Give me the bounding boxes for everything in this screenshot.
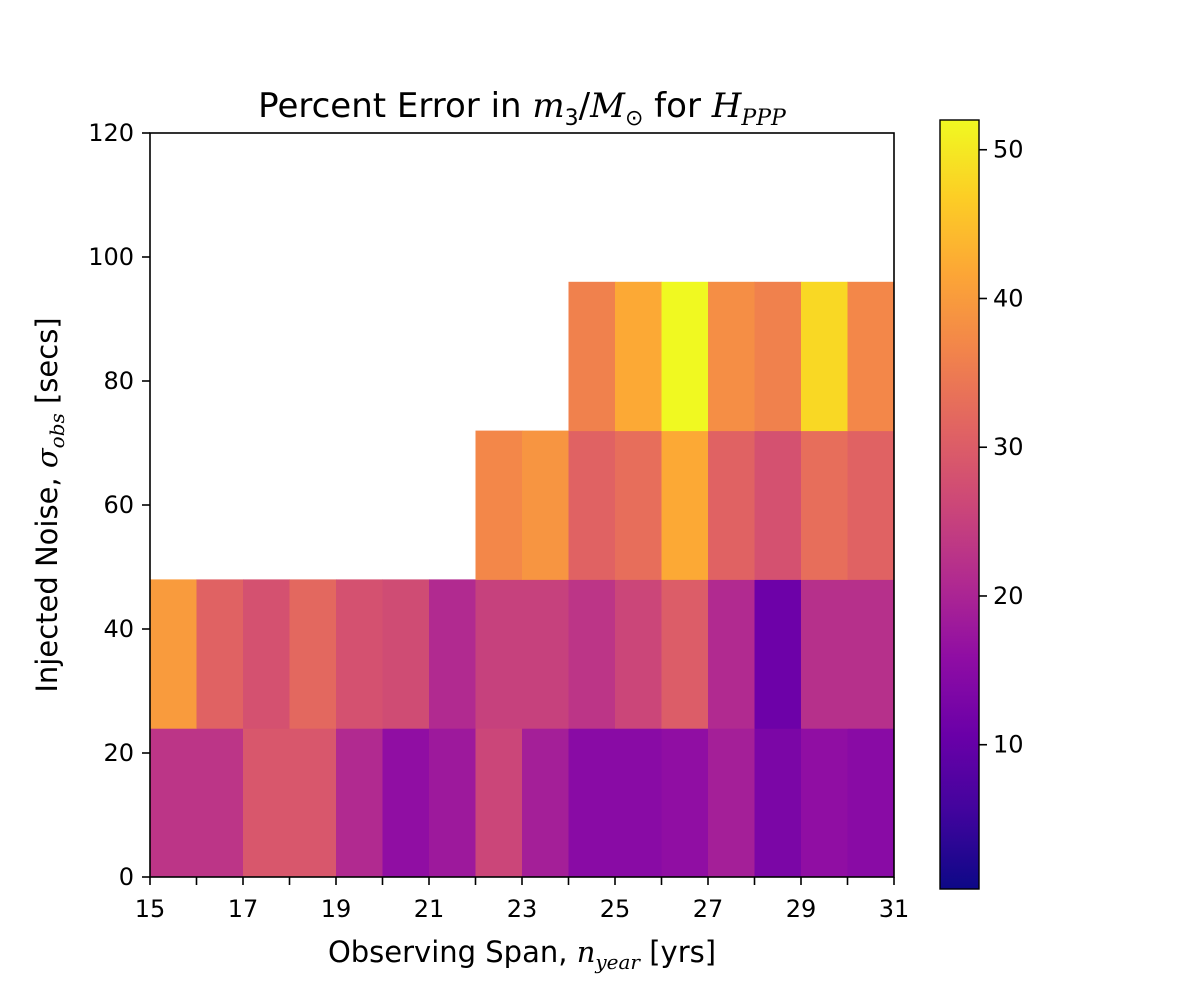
heatmap-cell (522, 430, 569, 580)
heatmap-cell (847, 281, 895, 432)
heatmap-cell (336, 579, 383, 729)
heatmap-cell (243, 728, 290, 878)
heatmap-cell (661, 430, 709, 580)
colorbar-tick-label: 10 (993, 731, 1024, 759)
heatmap-cell (754, 281, 802, 432)
colorbar-tick-label: 50 (993, 136, 1024, 164)
colorbar-tick-label: 30 (993, 433, 1024, 461)
heatmap-cell (708, 579, 755, 729)
heatmap-cell (615, 728, 662, 878)
heatmap-cell (568, 579, 616, 729)
heatmap-cell (754, 430, 802, 580)
heatmap-cell (568, 281, 616, 432)
colorbar-tick-label: 40 (993, 284, 1024, 312)
y-tick-label: 20 (103, 739, 134, 767)
heatmap-cell (382, 728, 430, 878)
x-tick-label: 27 (693, 895, 724, 923)
x-tick-label: 19 (321, 895, 352, 923)
heatmap-cell (708, 728, 755, 878)
heatmap-cell (661, 281, 709, 432)
heatmap-cell (615, 579, 662, 729)
heatmap-cell (336, 728, 383, 878)
colorbar (939, 119, 980, 890)
heatmap-cell (847, 430, 895, 580)
x-tick-label: 15 (135, 895, 166, 923)
heatmap-cell (429, 728, 476, 878)
heatmap-cell (243, 579, 290, 729)
x-axis-label: Observing Span, nyear [yrs] (328, 935, 716, 974)
heatmap-cell (801, 430, 848, 580)
x-tick-label: 17 (228, 895, 259, 923)
heatmap-cell (522, 728, 569, 878)
heatmap-cell (475, 728, 523, 878)
heatmap-cell (615, 430, 662, 580)
heatmap-cell (801, 728, 848, 878)
x-tick-label: 29 (786, 895, 817, 923)
y-tick-label: 120 (88, 119, 134, 147)
heatmap-cell (754, 728, 802, 878)
x-tick-label: 23 (507, 895, 538, 923)
x-tick-label: 25 (600, 895, 631, 923)
y-axis-label: Injected Noise, σobs [secs] (30, 317, 69, 692)
colorbar-tick-label: 20 (993, 582, 1024, 610)
y-tick-label: 80 (103, 367, 134, 395)
heatmap-cell (475, 430, 523, 580)
y-tick-label: 100 (88, 243, 134, 271)
heatmap-cell (289, 579, 337, 729)
x-tick-label: 31 (879, 895, 910, 923)
heatmap-cell (150, 579, 197, 729)
heatmap-cell (150, 728, 197, 878)
heatmap-cell (847, 579, 895, 729)
chart-title: Percent Error in m3/M⊙ for HPPP (258, 86, 787, 131)
heatmap-cell (847, 728, 895, 878)
heatmap-cell (289, 728, 337, 878)
x-axis: 15 17 19 21 23 25 27 29 31 (135, 877, 910, 923)
colorbar-ticks: 10 20 30 40 50 (979, 136, 1024, 759)
heatmap-cell (708, 281, 755, 432)
heatmap-cell (382, 579, 430, 729)
heatmap-cell (661, 579, 709, 729)
y-tick-label: 40 (103, 615, 134, 643)
heatmap-cell (522, 579, 569, 729)
heatmap-cell (661, 728, 709, 878)
heatmap-cell (568, 728, 616, 878)
heatmap-cell (196, 579, 244, 729)
heatmap-cell (429, 579, 476, 729)
heatmap-cell (615, 281, 662, 432)
heatmap-cells (150, 281, 895, 878)
x-tick-label: 21 (414, 895, 445, 923)
heatmap-cell (196, 728, 244, 878)
heatmap-cell (801, 281, 848, 432)
heatmap-cell (754, 579, 802, 729)
heatmap-cell (708, 430, 755, 580)
y-tick-label: 60 (103, 491, 134, 519)
y-tick-label: 0 (119, 863, 134, 891)
heatmap-cell (475, 579, 523, 729)
heatmap-cell (568, 430, 616, 580)
y-axis: 0 20 40 60 80 100 120 (88, 119, 150, 891)
heatmap-cell (801, 579, 848, 729)
